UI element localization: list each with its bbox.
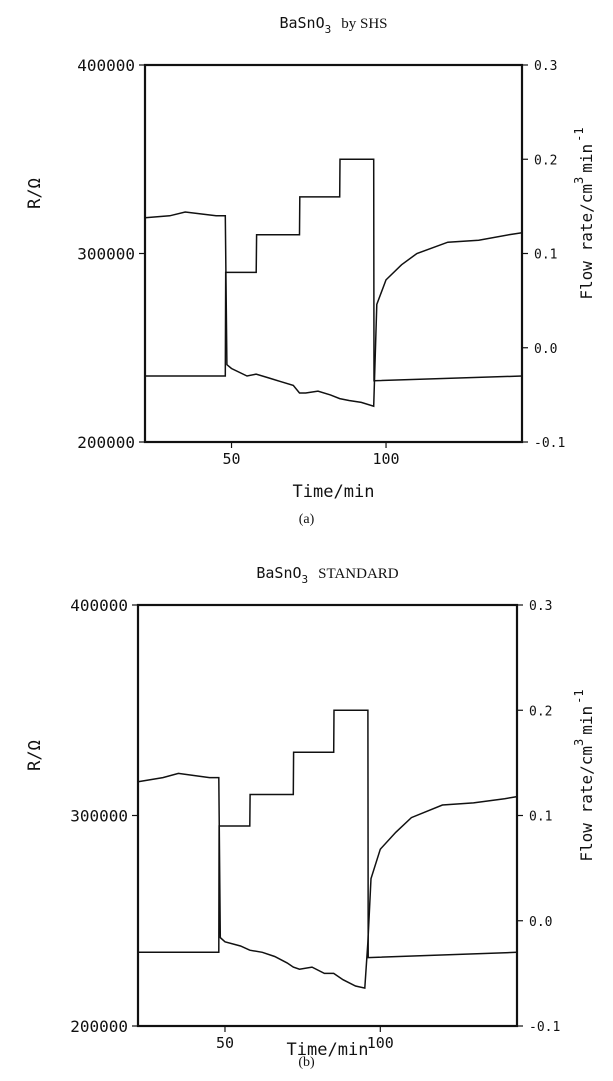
y-right-label-sup1: 3: [572, 739, 586, 746]
y-right-tick-label: 0.3: [534, 59, 557, 74]
flow-rate-line: [138, 709, 518, 959]
chart-a: BaSnO3 by SHS200000300000400000-0.10.00.1…: [25, 14, 596, 502]
y-right-label-sup2: -1: [572, 689, 586, 703]
panel-a: BaSnO3 by SHS 200000 300000 400000 -0.1 0.0 0.1…: [0, 0, 613, 535]
chart-title-subscript: 3: [302, 573, 309, 586]
flow-rate-line: [145, 158, 523, 382]
chart-title-subscript: 3: [325, 23, 332, 36]
y-left-axis-label: R/Ω: [25, 178, 45, 209]
y-left-tick-label: 300000: [70, 807, 128, 826]
y-right-tick-label: 0.2: [529, 704, 552, 719]
chart-title-main: BaSnO: [256, 564, 301, 582]
y-right-tick-label: -0.1: [534, 436, 565, 451]
x-axis-label: Time/min: [293, 482, 375, 502]
resistance-line: [144, 211, 523, 408]
x-axis-label: Time/min: [287, 1040, 369, 1060]
y-right-tick-label: 0.0: [529, 915, 552, 930]
y-right-label-main: Flow rate/cm: [577, 184, 596, 300]
x-tick-label: 100: [367, 1034, 394, 1052]
plot-frame: [136, 603, 519, 1028]
x-tick-label: 50: [222, 450, 240, 468]
y-right-label-main: Flow rate/cm: [577, 746, 596, 862]
y-right-tick-label: 0.0: [534, 342, 557, 357]
caption-a: (a): [298, 512, 315, 527]
y-right-label-sup2: -1: [572, 127, 586, 141]
caption-b: (b): [298, 1055, 315, 1070]
y-right-tick-label: 0.3: [529, 599, 552, 614]
chart-title-rest: by SHS: [341, 16, 387, 32]
y-right-label-tail: min: [577, 144, 596, 173]
chart-title-main: BaSnO: [279, 14, 324, 32]
plot-frame: [143, 63, 524, 444]
x-tick-label: 50: [216, 1034, 234, 1052]
y-left-tick-label: 400000: [77, 56, 135, 75]
y-right-axis-label: Flow rate/cm3 min -1: [572, 127, 596, 299]
y-left-tick-label: 300000: [77, 245, 135, 264]
resistance-line: [137, 772, 518, 990]
y-right-label-tail: min: [577, 706, 596, 735]
y-right-tick-label: 0.2: [534, 153, 557, 168]
y-left-axis-label: R/Ω: [25, 740, 45, 771]
y-right-label-sup1: 3: [572, 177, 586, 184]
chart-b: BaSnO3 STANDARD200000300000400000-0.10.00…: [25, 564, 596, 1060]
chart-title: BaSnO3 STANDARD: [256, 564, 398, 586]
y-left-tick-label: 200000: [77, 433, 135, 452]
y-left-tick-label: 400000: [70, 596, 128, 615]
y-left-tick-label: 200000: [70, 1017, 128, 1036]
chart-title: BaSnO3 by SHS: [279, 14, 387, 36]
y-right-tick-label: -0.1: [529, 1020, 560, 1035]
panel-b: BaSnO3 STANDARD 200000 300000 400000 -0.1 0.0 0…: [0, 545, 613, 1081]
y-right-tick-label: 0.1: [529, 810, 552, 825]
y-right-tick-label: 0.1: [534, 248, 557, 263]
chart-title-rest: STANDARD: [318, 566, 399, 582]
x-tick-label: 100: [372, 450, 399, 468]
y-right-axis-label: Flow rate/cm3 min -1: [572, 689, 596, 861]
